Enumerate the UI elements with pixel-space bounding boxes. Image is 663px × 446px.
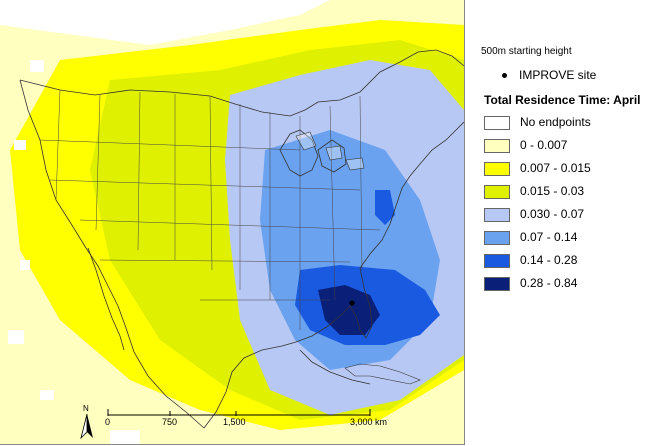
- legend-title: Total Residence Time: April: [484, 93, 641, 107]
- legend-class-row: No endpoints: [484, 114, 663, 134]
- legend-swatch: [484, 116, 510, 130]
- north-arrow: N: [78, 404, 96, 440]
- state-boundaries: [39, 89, 381, 330]
- improve-site-marker[interactable]: [349, 300, 355, 306]
- scale-label-1500: 1,500: [223, 417, 246, 427]
- starting-height-note: 500m starting height: [481, 46, 572, 57]
- north-arrow-label: N: [83, 404, 89, 413]
- legend-class-row: 0.007 - 0.015: [484, 160, 663, 180]
- residence-time-map[interactable]: [0, 0, 464, 444]
- legend-swatch: [484, 162, 510, 176]
- map-legend: 500m starting height IMPROVE site Total …: [476, 0, 663, 446]
- north-arrow-icon: [80, 413, 93, 440]
- darkest-core: [318, 285, 380, 335]
- legend-class-row: 0.14 - 0.28: [484, 252, 663, 272]
- legend-class-row: 0 - 0.007: [484, 137, 663, 157]
- improve-site-legend-icon: [502, 73, 507, 78]
- legend-class-label: 0.007 - 0.015: [520, 161, 591, 175]
- legend-swatch: [484, 231, 510, 245]
- legend-class-row: 0.015 - 0.03: [484, 183, 663, 203]
- legend-class-row: 0.030 - 0.07: [484, 206, 663, 226]
- legend-swatch: [484, 185, 510, 199]
- map-panel[interactable]: N 0 750 1,500 3,000 km: [0, 0, 465, 445]
- legend-class-label: 0.14 - 0.28: [520, 253, 578, 267]
- legend-swatch: [484, 277, 510, 291]
- legend-swatch: [484, 139, 510, 153]
- legend-class-label: No endpoints: [520, 115, 591, 129]
- scale-bar: 0 750 1,500 3,000 km: [76, 404, 406, 444]
- great-lakes: [295, 131, 365, 171]
- scale-label-3000: 3,000 km: [350, 417, 388, 427]
- no-endpoint-cells: [0, 0, 290, 444]
- cuba-outline: [344, 363, 421, 385]
- legend-class-label: 0 - 0.007: [520, 138, 568, 152]
- blue-core-northeast: [375, 190, 395, 225]
- legend-class-row: 0.28 - 0.84: [484, 275, 663, 295]
- coastlines: [19, 49, 464, 429]
- scale-bar-graphic: [107, 409, 371, 416]
- improve-site-legend-label: IMPROVE site: [519, 68, 597, 82]
- legend-class-label: 0.030 - 0.07: [520, 207, 585, 221]
- scale-label-0: 0: [105, 417, 111, 427]
- legend-class-label: 0.28 - 0.84: [520, 276, 578, 290]
- legend-class-label: 0.015 - 0.03: [520, 184, 585, 198]
- legend-class-label: 0.07 - 0.14: [520, 230, 578, 244]
- legend-class-row: 0.07 - 0.14: [484, 229, 663, 249]
- scale-label-750: 750: [162, 417, 178, 427]
- legend-swatch: [484, 208, 510, 222]
- legend-swatch: [484, 254, 510, 268]
